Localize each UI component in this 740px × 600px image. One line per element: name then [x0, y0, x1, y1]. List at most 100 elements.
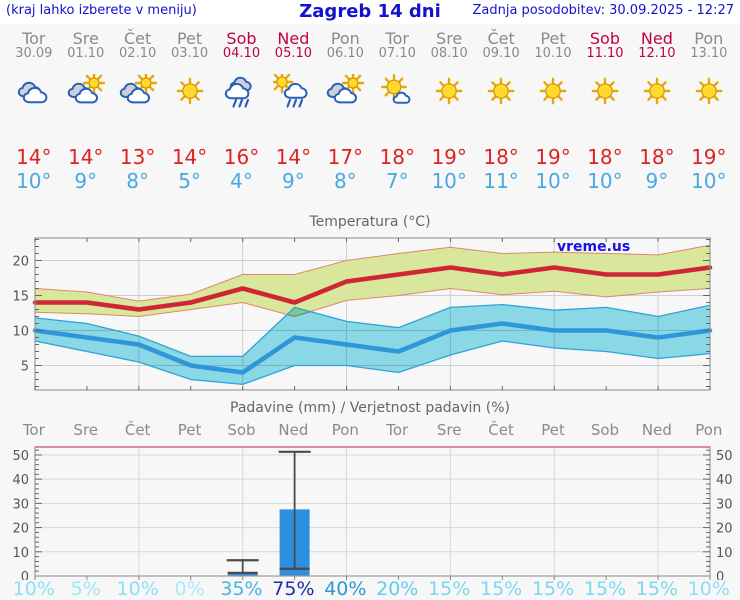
precip-probability: 35% — [220, 578, 263, 600]
precip-probability: 15% — [479, 578, 523, 600]
svg-text:10: 10 — [716, 546, 733, 561]
page-header: (kraj lahko izberete v meniju) Zagreb 14… — [0, 0, 740, 24]
low-temperature: 7° — [385, 169, 409, 193]
day-column: Tor 07.10 18° 7° — [371, 30, 423, 193]
day-name: Pet — [540, 29, 566, 48]
temperature-chart-title: Temperatura (°C) — [309, 214, 431, 230]
sunny-icon — [643, 77, 671, 105]
precip-day-label: Ned — [278, 421, 309, 439]
precip-probability: 15% — [583, 578, 627, 600]
sunny-icon — [435, 77, 463, 105]
weather-icon-slot — [164, 74, 216, 112]
day-date: 05.10 — [274, 46, 313, 61]
high-temperature: 16° — [223, 145, 260, 169]
day-column: Tor 30.09 14° 10° — [8, 30, 60, 193]
day-date: 13.10 — [690, 46, 728, 61]
day-name: Sre — [436, 29, 463, 48]
low-temperature: 10° — [431, 169, 467, 193]
low-temperature: 9° — [282, 169, 305, 193]
precip-probability: 10% — [116, 578, 159, 600]
high-temperature: 17° — [327, 145, 364, 169]
high-temperature: 14° — [171, 145, 208, 169]
day-name: Tor — [22, 29, 46, 48]
day-name: Sob — [226, 29, 257, 48]
svg-text:10: 10 — [12, 325, 29, 340]
day-name: Čet — [487, 29, 515, 48]
svg-text:50: 50 — [12, 449, 29, 464]
high-temperature: 14° — [67, 145, 104, 169]
svg-text:20: 20 — [12, 255, 29, 270]
day-name: Sob — [589, 29, 620, 48]
weather-icon-slot — [423, 74, 475, 112]
low-temperature: 8° — [126, 169, 149, 193]
low-temperature: 9° — [645, 169, 669, 193]
precip-probability: 5% — [70, 578, 101, 600]
precipitation-chart-title: Padavine (mm) / Verjetnost padavin (%) — [230, 400, 510, 416]
sunny-icon — [176, 77, 203, 105]
precip-day-label: Pet — [541, 421, 565, 439]
day-name: Pet — [176, 29, 203, 48]
weather-icon-slot — [527, 74, 579, 112]
svg-text:30: 30 — [12, 497, 29, 512]
precip-day-label: Čet — [488, 421, 514, 439]
day-date: 02.10 — [119, 46, 157, 61]
high-temperature: 18° — [379, 145, 415, 169]
weather-icon-slot — [631, 74, 683, 112]
precip-day-label: Ned — [641, 421, 672, 439]
precip-probability: 15% — [531, 578, 575, 600]
day-name: Ned — [277, 29, 310, 48]
high-temperature: 14° — [275, 145, 312, 169]
svg-text:30: 30 — [716, 497, 733, 512]
day-column: Pon 13.10 19° 10° — [683, 30, 735, 193]
svg-text:0: 0 — [716, 570, 724, 580]
svg-text:40: 40 — [12, 473, 29, 488]
precip-day-label: Pon — [331, 421, 359, 439]
svg-text:50: 50 — [716, 449, 733, 464]
weather-icon-slot — [371, 74, 423, 112]
day-date: 12.10 — [638, 46, 676, 61]
weather-icon-slot — [475, 74, 527, 112]
high-temperature: 19° — [691, 145, 727, 169]
weather-icon-slot — [683, 74, 735, 112]
vreme-us-link[interactable]: vreme.us — [557, 239, 631, 255]
weather-icon-slot — [8, 74, 60, 112]
day-column: Pon 06.10 17° 8° — [319, 30, 371, 193]
weather-icon-slot — [60, 74, 112, 112]
precip-day-label: Sre — [436, 421, 462, 439]
day-column: Sre 08.10 19° 10° — [423, 30, 475, 193]
day-column: Sob 04.10 16° 4° — [215, 30, 267, 193]
sunny-icon — [591, 77, 619, 105]
low-temperature: 9° — [74, 169, 98, 193]
precip-day-label: Tor — [386, 421, 409, 439]
sunny-icon — [487, 77, 515, 105]
day-date: 03.10 — [170, 46, 209, 61]
svg-text:5: 5 — [21, 360, 29, 375]
day-date: 11.10 — [586, 46, 624, 61]
cloudy-icon — [17, 81, 48, 104]
high-temperature: 13° — [119, 145, 156, 169]
svg-text:40: 40 — [716, 473, 733, 488]
precip-probability: 10% — [687, 578, 730, 600]
day-column: Čet 02.10 13° 8° — [112, 30, 164, 193]
partly-sunny-icon — [67, 74, 105, 104]
weather-icon-slot — [579, 74, 631, 112]
day-column: Pet 10.10 19° 10° — [527, 30, 579, 193]
day-date: 07.10 — [378, 46, 416, 61]
day-column: Pet 03.10 14° 5° — [164, 30, 216, 193]
low-temperature: 10° — [16, 169, 52, 193]
precip-probability: 0% — [174, 578, 205, 600]
day-date: 30.09 — [15, 46, 53, 61]
precip-day-label: Pon — [695, 421, 723, 439]
weather-icon-slot — [215, 74, 267, 112]
sunny-icon — [539, 77, 567, 105]
day-date: 08.10 — [430, 46, 468, 61]
menu-hint-note: (kraj lahko izberete v meniju) — [6, 3, 197, 18]
low-temperature: 10° — [535, 169, 571, 193]
day-column: Sre 01.10 14° 9° — [60, 30, 112, 193]
day-name: Tor — [385, 29, 409, 48]
sunny-icon — [695, 77, 723, 105]
precip-probability: 10% — [12, 578, 55, 600]
day-date: 01.10 — [67, 46, 105, 61]
high-temperature: 14° — [16, 145, 52, 169]
